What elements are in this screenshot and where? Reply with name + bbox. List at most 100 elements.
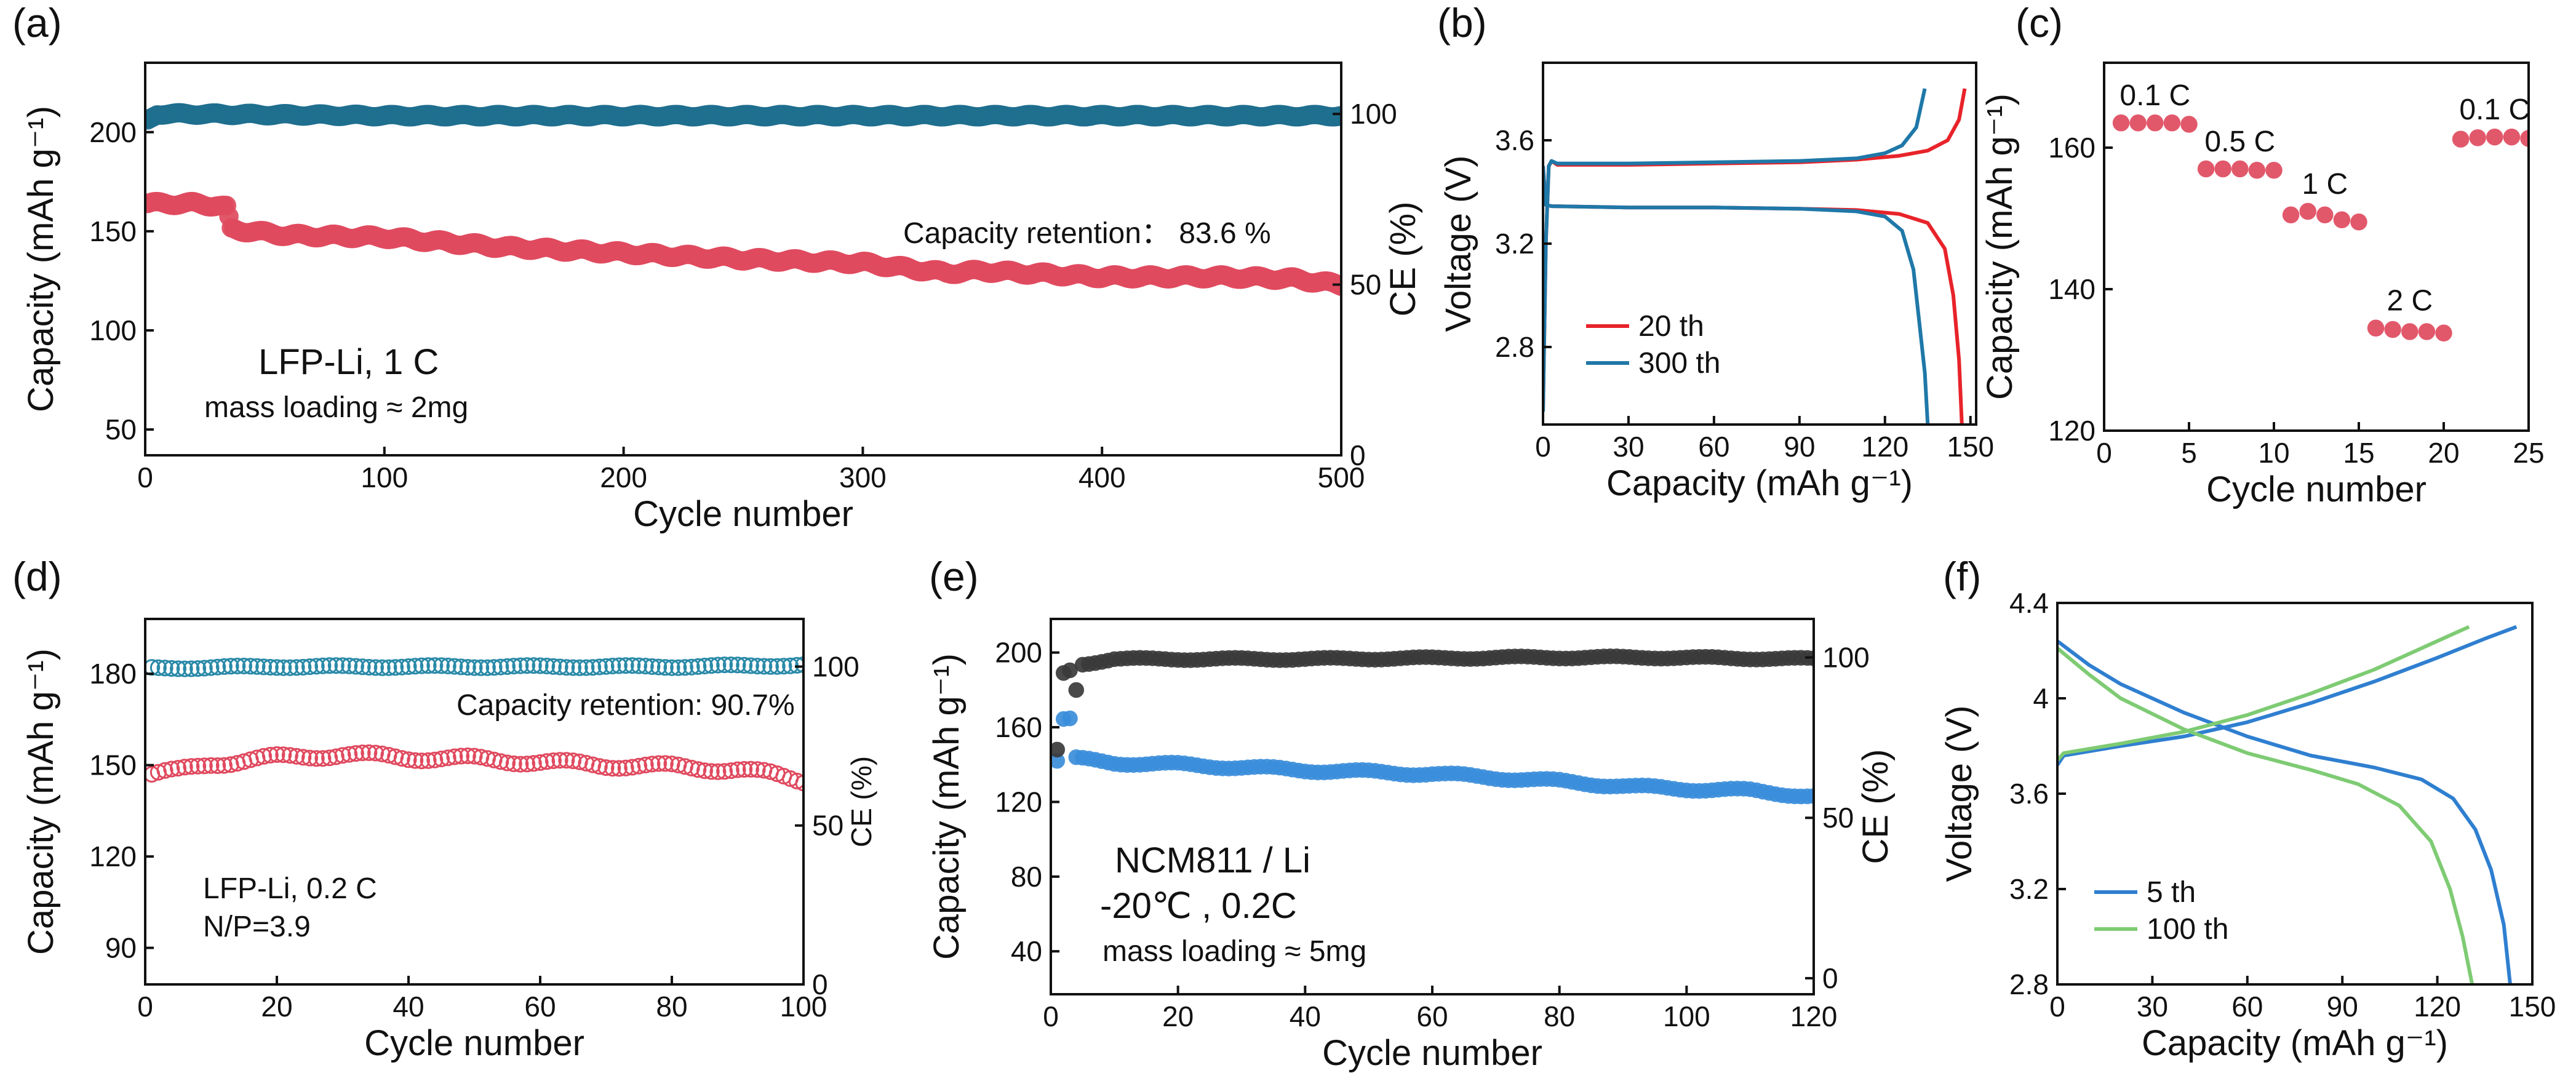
- data-point: [2401, 323, 2418, 340]
- data-point: [400, 658, 417, 675]
- y-tick-label: 100: [89, 314, 137, 346]
- data-point: [236, 658, 252, 674]
- data-point: [538, 658, 556, 674]
- data-point: [756, 658, 773, 675]
- data-point: [373, 659, 391, 676]
- series-capacity: [1051, 710, 1814, 805]
- series-ce: [145, 656, 804, 677]
- data-point: [420, 657, 437, 674]
- data-point: [716, 656, 733, 674]
- plot-area-b: [1543, 88, 1967, 425]
- data-point: [196, 757, 213, 775]
- series-5-th: [2057, 624, 2518, 984]
- annotation-np: N/P=3.9: [203, 911, 311, 943]
- data-point: [361, 744, 378, 761]
- annotation-cell: NCM811 / Li: [1115, 840, 1310, 880]
- x-tick-label: 150: [2509, 991, 2556, 1023]
- data-point: [2486, 128, 2503, 146]
- series-capacity: [145, 191, 1341, 296]
- data-point: [446, 748, 463, 765]
- annotation-loading: mass loading ≈ 5mg: [1103, 935, 1366, 968]
- data-point: [499, 658, 516, 675]
- data-point: [466, 748, 483, 765]
- data-point: [670, 659, 687, 676]
- x-tick-label: 40: [1290, 1000, 1321, 1032]
- panel-a: (a)0 100 200 300 400 50050100150200050100Cycl…: [12, 0, 1423, 534]
- data-point: [1068, 682, 1085, 698]
- data-point: [459, 748, 476, 764]
- x-tick-label: 100: [361, 461, 408, 493]
- data-point: [558, 659, 575, 676]
- data-point: [466, 659, 483, 676]
- data-point: [722, 656, 740, 674]
- 5-th-discharge-curve: [2057, 639, 2512, 984]
- x-tick-label: 0: [1043, 1000, 1059, 1032]
- data-point: [255, 658, 273, 676]
- x-tick-label: 30: [1613, 431, 1644, 463]
- data-point: [1331, 276, 1341, 296]
- data-point: [229, 658, 246, 674]
- data-point: [604, 658, 621, 674]
- data-point: [512, 756, 529, 773]
- data-point: [473, 659, 490, 676]
- data-point: [255, 748, 273, 765]
- data-point: [690, 761, 707, 778]
- data-point: [578, 659, 595, 676]
- data-point: [308, 750, 325, 767]
- plot-frame-c: [2103, 62, 2530, 432]
- plot-frame-a: [144, 62, 1342, 457]
- data-point: [295, 658, 312, 676]
- data-point: [156, 762, 173, 779]
- y-tick-label: 4.4: [2009, 587, 2049, 619]
- data-point: [261, 746, 279, 764]
- annotation-retention: Capacity retention： 83.6 %: [903, 217, 1271, 250]
- data-point: [485, 751, 503, 768]
- plot-area-d: [145, 656, 804, 792]
- x-tick-label: 15: [2343, 437, 2374, 469]
- y-tick-label: 120: [995, 786, 1042, 818]
- data-point: [202, 757, 220, 774]
- panel-label-a: (a): [12, 0, 62, 46]
- data-point: [215, 757, 233, 774]
- x-tick-label: 500: [1318, 461, 1365, 493]
- data-point: [676, 659, 693, 676]
- data-point: [2163, 114, 2181, 132]
- 5-th-charge-curve: [2057, 624, 2518, 767]
- data-point: [380, 659, 397, 676]
- y-tick-label: 3.2: [1495, 228, 1534, 260]
- annotation-retention: Capacity retention: 90.7%: [457, 689, 795, 722]
- data-point: [644, 658, 661, 675]
- data-point: [519, 657, 536, 674]
- data-point: [439, 749, 457, 767]
- data-point: [2231, 160, 2249, 178]
- y-axis-label: Capacity (mAh g⁻¹): [927, 653, 967, 960]
- data-point: [591, 758, 608, 775]
- data-point: [631, 757, 647, 775]
- y-tick-label: 4: [2033, 682, 2049, 714]
- data-point: [354, 744, 371, 762]
- data-point: [268, 659, 285, 676]
- data-point: [742, 760, 759, 778]
- data-point: [716, 763, 733, 780]
- data-point: [637, 756, 654, 773]
- data-point: [341, 746, 358, 763]
- data-point: [591, 658, 608, 676]
- data-point: [644, 756, 661, 773]
- data-point: [610, 760, 628, 777]
- plot-area-f: [2057, 624, 2518, 984]
- data-point: [301, 658, 318, 676]
- data-point: [703, 763, 720, 780]
- data-point: [479, 659, 496, 676]
- data-point: [656, 755, 674, 772]
- data-point: [538, 753, 556, 770]
- legend-label: 100 th: [2147, 913, 2228, 946]
- data-point: [2147, 114, 2164, 132]
- series-100-th: [2057, 625, 2474, 984]
- data-point: [301, 749, 318, 767]
- data-point: [261, 659, 279, 676]
- data-point: [584, 756, 602, 773]
- x-tick-label: 200: [600, 461, 647, 493]
- annotation-temp: -20℃ , 0.2C: [1100, 886, 1297, 926]
- data-point: [347, 658, 364, 675]
- data-point: [215, 658, 233, 675]
